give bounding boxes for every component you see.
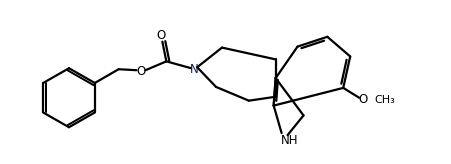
Text: NH: NH [281,133,298,146]
Text: N: N [190,63,198,76]
Text: O: O [136,65,145,78]
Text: O: O [157,29,166,42]
Text: CH₃: CH₃ [375,95,396,105]
Text: O: O [359,93,368,106]
